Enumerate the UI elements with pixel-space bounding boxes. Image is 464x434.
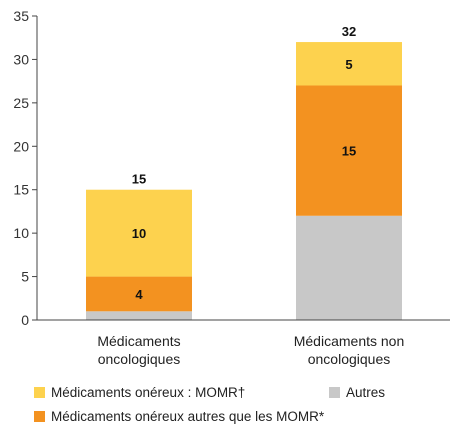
total-label-1: 32 bbox=[342, 24, 356, 39]
bar-segment-1-1 bbox=[296, 85, 402, 216]
legend-item-autres-que-momr: Médicaments onéreux autres que les MOMR* bbox=[34, 409, 324, 424]
bar-segment-1-0 bbox=[296, 215, 402, 320]
bar-segment-0-1 bbox=[86, 276, 192, 312]
data-label-0-1: 4 bbox=[135, 287, 143, 302]
legend-item-momr: Médicaments onéreux : MOMR† bbox=[34, 385, 245, 400]
y-tick-label-25: 25 bbox=[13, 95, 29, 111]
legend-label-momr: Médicaments onéreux : MOMR† bbox=[51, 385, 246, 400]
y-tick-label-15: 15 bbox=[13, 182, 29, 198]
y-tick-label-0: 0 bbox=[21, 312, 29, 328]
y-tick-label-20: 20 bbox=[13, 138, 29, 154]
y-tick-label-35: 35 bbox=[13, 8, 29, 24]
legend-label-autres: Autres bbox=[346, 385, 386, 400]
bar-segment-0-0 bbox=[86, 311, 192, 320]
category-label-0-line-0: Médicaments bbox=[97, 333, 180, 349]
bar-segment-0-2 bbox=[86, 189, 192, 277]
category-label-1-line-1: oncologiques bbox=[308, 351, 391, 367]
category-label-1-line-0: Médicaments non bbox=[294, 333, 405, 349]
category-label-0-line-1: oncologiques bbox=[98, 351, 181, 367]
legend-swatch-autres-que-momr bbox=[34, 411, 45, 422]
legend-swatch-autres bbox=[329, 387, 340, 398]
data-label-1-2: 5 bbox=[345, 57, 352, 72]
y-tick-label-5: 5 bbox=[21, 269, 29, 285]
data-label-1-1: 15 bbox=[342, 144, 356, 159]
y-tick-label-10: 10 bbox=[13, 225, 29, 241]
y-tick-label-30: 30 bbox=[13, 51, 29, 67]
bar-segment-1-2 bbox=[296, 42, 402, 86]
legend-label-autres-que-momr: Médicaments onéreux autres que les MOMR* bbox=[51, 409, 325, 424]
data-label-0-2: 10 bbox=[132, 226, 146, 241]
total-label-0: 15 bbox=[132, 172, 146, 187]
legend-swatch-momr bbox=[34, 387, 45, 398]
legend-item-autres: Autres bbox=[329, 385, 385, 400]
